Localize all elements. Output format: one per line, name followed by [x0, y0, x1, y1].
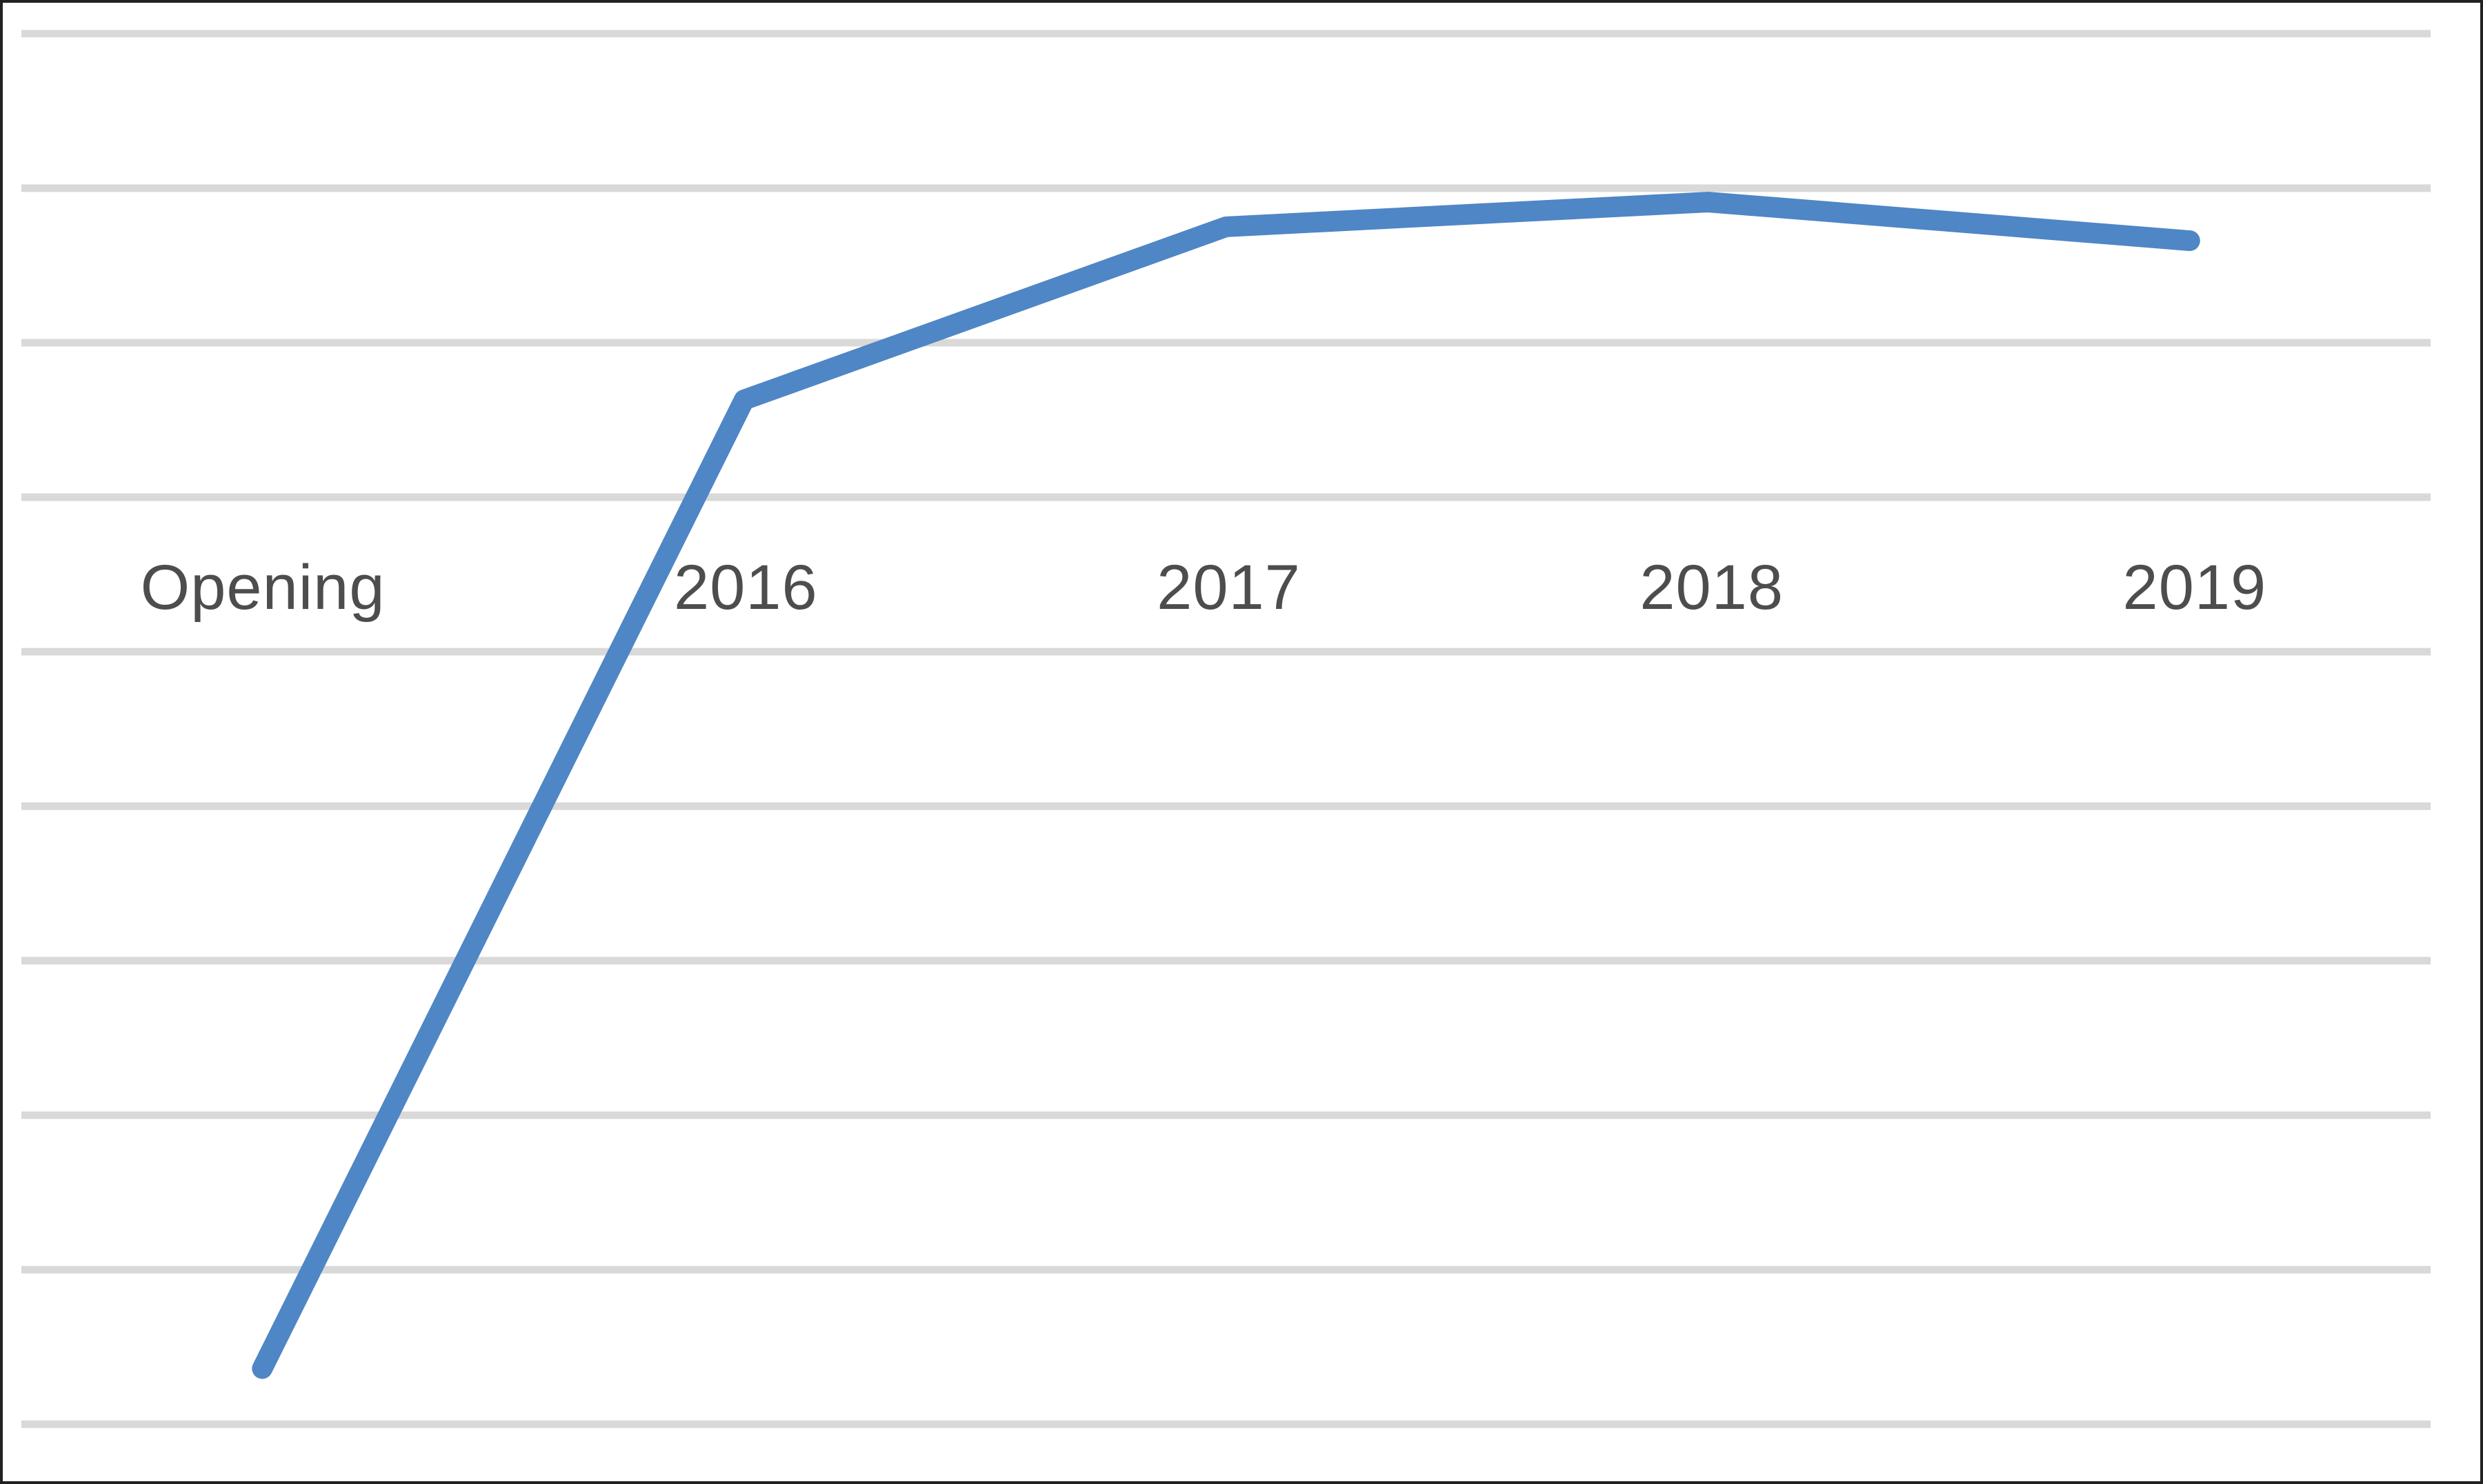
plot-area — [21, 30, 2431, 1428]
series-line — [252, 192, 2200, 1379]
gridlines — [21, 30, 2431, 1428]
